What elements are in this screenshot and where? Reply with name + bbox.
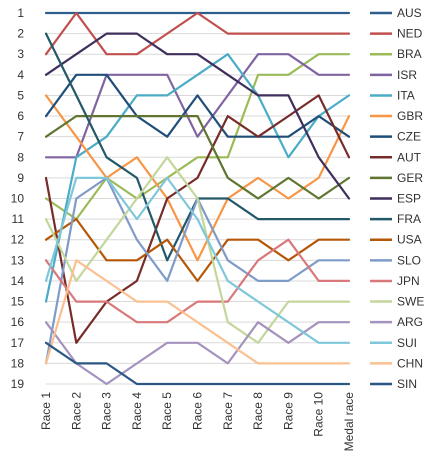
series-line-aut (44, 94, 351, 344)
series-line-chn (44, 259, 351, 365)
x-tick-label: Race 10 (312, 392, 326, 437)
series-line-isr (44, 53, 351, 159)
legend-label-gbr: GBR (397, 109, 423, 123)
x-tick-label: Medal race (342, 392, 356, 452)
legend-label-sin: SIN (397, 377, 417, 391)
legend-label-ger: GER (397, 171, 423, 185)
legend-label-cze: CZE (397, 130, 421, 144)
legend-label-aut: AUT (397, 150, 422, 164)
x-axis-ticks: Race 1 Race 2 Race 3 Race 4 Race 5 Race 6 Race… (39, 392, 356, 452)
legend-label-esp: ESP (397, 192, 421, 206)
legend-label-fra: FRA (397, 212, 421, 226)
legend-label-chn: CHN (397, 356, 423, 370)
legend-label-swe: SWE (397, 295, 424, 309)
x-tick-label: Race 5 (160, 392, 174, 430)
y-tick-label: 3 (17, 47, 24, 61)
legend-label-ita: ITA (397, 88, 415, 102)
y-tick-label: 13 (11, 253, 25, 267)
series-line-bra (44, 53, 351, 221)
legend-label-arg: ARG (397, 315, 423, 329)
series-layer (44, 11, 351, 386)
y-tick-label: 6 (17, 109, 24, 123)
legend-label-aus: AUS (397, 6, 422, 20)
y-tick-label: 4 (17, 68, 24, 82)
y-tick-label: 8 (17, 150, 24, 164)
legend-label-slo: SLO (397, 253, 421, 267)
y-tick-label: 17 (11, 336, 25, 350)
y-tick-label: 14 (11, 274, 25, 288)
y-tick-label: 18 (11, 356, 25, 370)
y-tick-label: 9 (17, 171, 24, 185)
series-line-ita (44, 53, 351, 303)
y-tick-label: 2 (17, 27, 24, 41)
legend-label-sui: SUI (397, 336, 417, 350)
x-tick-label: Race 6 (191, 392, 205, 430)
y-tick-label: 19 (11, 377, 25, 391)
y-tick-label: 7 (17, 130, 24, 144)
series-line-esp (44, 32, 351, 200)
series-line-jpn (44, 238, 351, 324)
legend-label-bra: BRA (397, 47, 422, 61)
legend-label-ned: NED (397, 27, 423, 41)
x-tick-label: Race 7 (221, 392, 235, 430)
x-tick-label: Race 4 (130, 392, 144, 430)
x-tick-label: Race 1 (39, 392, 53, 430)
series-line-cze (44, 73, 351, 138)
y-tick-label: 10 (11, 192, 25, 206)
x-tick-label: Race 3 (100, 392, 114, 430)
x-tick-label: Race 2 (69, 392, 83, 430)
legend-label-isr: ISR (397, 68, 417, 82)
y-tick-label: 15 (11, 295, 25, 309)
y-tick-label: 12 (11, 233, 25, 247)
legend: AUS NED BRA ISR ITA GBR CZE AUT GER ESP FRA USA SLO J… (370, 6, 424, 391)
legend-label-usa: USA (397, 233, 422, 247)
x-tick-label: Race 9 (281, 392, 295, 430)
y-tick-label: 5 (17, 88, 24, 102)
y-tick-label: 1 (17, 6, 24, 20)
y-tick-label: 16 (11, 315, 25, 329)
series-line-gbr (44, 94, 351, 262)
y-tick-label: 11 (12, 212, 25, 226)
legend-label-jpn: JPN (397, 274, 420, 288)
series-line-sin (44, 341, 351, 386)
series-line-ger (44, 114, 351, 200)
x-tick-label: Race 8 (251, 392, 265, 430)
series-line-sui (44, 176, 351, 344)
series-line-arg (44, 321, 351, 386)
series-line-swe (44, 156, 351, 344)
